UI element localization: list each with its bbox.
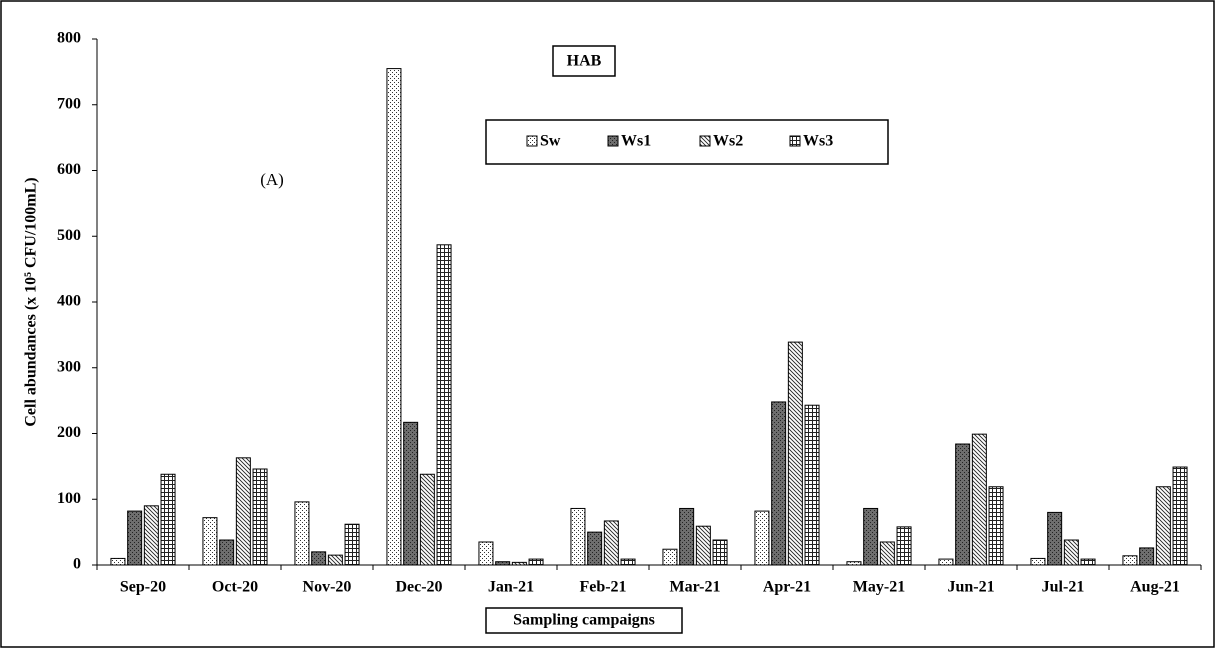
legend-swatch: [526, 135, 538, 147]
bar: [587, 531, 603, 566]
y-tick-label: 400: [57, 293, 81, 310]
bar: [662, 548, 678, 566]
legend-box: [485, 119, 889, 165]
bar: [127, 510, 143, 566]
bar: [971, 433, 987, 566]
x-tick-label: Jan-21: [488, 579, 534, 596]
y-tick-label: 500: [57, 227, 81, 244]
bar: [1063, 539, 1079, 566]
x-tick-label: May-21: [853, 579, 905, 596]
bar: [419, 473, 435, 566]
y-tick-label: 800: [57, 30, 81, 47]
annotation: (A): [260, 170, 284, 189]
legend-swatch: [699, 135, 711, 147]
bar: [1122, 555, 1138, 566]
bar: [495, 561, 511, 566]
x-tick-label: Sep-20: [120, 579, 166, 596]
legend-swatch: [607, 135, 619, 147]
bar: [202, 517, 218, 566]
bar: [1080, 558, 1096, 566]
bar: [938, 558, 954, 566]
y-axis-label: Cell abundances (x 10⁵ CFU/100mL): [23, 177, 40, 426]
bar: [771, 401, 787, 566]
bar: [1139, 547, 1155, 566]
bar: [863, 507, 879, 566]
bar: [219, 539, 235, 566]
x-axis-label: Sampling campaigns: [513, 612, 655, 629]
bar: [311, 551, 327, 566]
chart-title: HAB: [567, 53, 602, 70]
bar: [896, 526, 912, 566]
bar: [436, 244, 452, 566]
bar: [603, 520, 619, 566]
bar: [1047, 511, 1063, 566]
bar: [528, 558, 544, 566]
y-tick-label: 0: [73, 556, 81, 573]
y-tick-label: 100: [57, 490, 81, 507]
bar: [570, 507, 586, 566]
bar: [403, 421, 419, 566]
bar: [1172, 466, 1188, 566]
y-tick-label: 600: [57, 161, 81, 178]
x-tick-label: Nov-20: [303, 579, 352, 596]
bar: [478, 541, 494, 566]
x-tick-label: Dec-20: [395, 579, 442, 596]
y-tick-label: 300: [57, 358, 81, 375]
bar: [879, 541, 895, 566]
legend-label: Ws3: [803, 133, 833, 150]
bar: [511, 561, 527, 566]
bar: [754, 510, 770, 566]
bar: [235, 457, 251, 566]
bar: [110, 557, 126, 566]
bar: [252, 468, 268, 566]
bar: [620, 558, 636, 566]
legend-label: Ws1: [621, 133, 651, 150]
bar: [787, 341, 803, 566]
title-box: [552, 45, 616, 77]
x-tick-label: Jun-21: [947, 579, 994, 596]
bar: [695, 525, 711, 566]
legend-label: Sw: [540, 133, 561, 150]
x-tick-label: Jul-21: [1042, 579, 1085, 596]
bar: [679, 507, 695, 566]
bar: [386, 68, 402, 566]
x-tick-label: Apr-21: [763, 579, 811, 596]
bar: [160, 473, 176, 566]
bar: [294, 501, 310, 566]
bar: [712, 539, 728, 566]
bar: [955, 443, 971, 566]
bar: [804, 404, 820, 566]
x-tick-label: Aug-21: [1130, 579, 1180, 596]
x-tick-label: Oct-20: [212, 579, 258, 596]
x-label-box: [485, 607, 683, 634]
bar: [988, 486, 1004, 566]
x-tick-label: Feb-21: [579, 579, 626, 596]
x-tick-label: Mar-21: [670, 579, 721, 596]
bar: [327, 554, 343, 566]
y-tick-label: 200: [57, 424, 81, 441]
bar: [1030, 557, 1046, 566]
legend-label: Ws2: [713, 133, 743, 150]
bar: [344, 523, 360, 566]
bar: [1155, 486, 1171, 566]
y-tick-label: 700: [57, 95, 81, 112]
bar: [846, 561, 862, 566]
bar: [143, 505, 159, 566]
legend-swatch: [789, 135, 801, 147]
